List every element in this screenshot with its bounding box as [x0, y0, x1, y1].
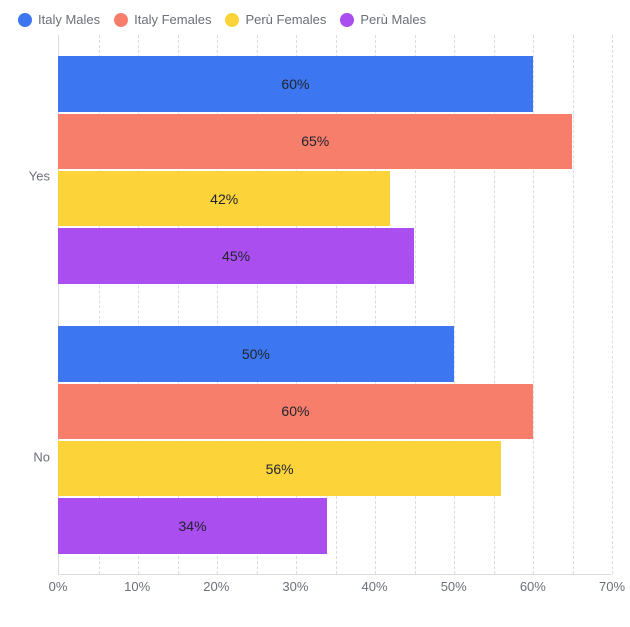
- legend-swatch-icon: [340, 13, 354, 27]
- bar-value-label: 34%: [179, 518, 207, 534]
- y-tick-label: Yes: [29, 168, 50, 183]
- plot-area: 60%65%42%45%50%60%56%34% 0%10%20%30%40%5…: [58, 35, 612, 597]
- plot-outer: Yes No 60% 65% 42% 45% 50% 60% 56% 34% 0% 10% 20% 3…: [10, 35, 612, 597]
- legend-label: Perù Males: [360, 12, 426, 27]
- bar-value-label: 50%: [242, 346, 270, 362]
- x-tick-label: 50%: [441, 579, 467, 594]
- chart-container: Italy Males Italy Females Perù Females Perù…: [0, 0, 630, 627]
- bar-value-label: 65%: [301, 133, 329, 149]
- legend: Italy Males Italy Females Perù Females Perù…: [10, 10, 612, 35]
- y-tick-label: No: [33, 449, 50, 464]
- bar-italy_males: 60%: [58, 56, 533, 111]
- x-tick-label: 30%: [282, 579, 308, 594]
- gridline: [612, 35, 613, 574]
- legend-label: Italy Females: [134, 12, 211, 27]
- legend-item-italy_males: Italy Males: [18, 12, 100, 27]
- legend-item-peru_males: Perù Males: [340, 12, 426, 27]
- bar-value-label: 56%: [266, 461, 294, 477]
- legend-item-italy_females: Italy Females: [114, 12, 211, 27]
- bar-value-label: 60%: [281, 403, 309, 419]
- bar-value-label: 42%: [210, 191, 238, 207]
- bar-value-label: 60%: [281, 76, 309, 92]
- legend-swatch-icon: [225, 13, 239, 27]
- x-tick-label: 20%: [203, 579, 229, 594]
- bar-value-label: 45%: [222, 248, 250, 264]
- y-axis-labels: Yes No: [10, 35, 58, 597]
- bars-layer: 60% 65% 42% 45% 50% 60% 56% 34%: [58, 35, 612, 575]
- x-tick-label: 70%: [599, 579, 625, 594]
- x-axis-ticks: 0%10%20%30%40%50%60%70%: [58, 575, 612, 597]
- x-tick-label: 60%: [520, 579, 546, 594]
- x-tick-label: 10%: [124, 579, 150, 594]
- bar-peru_females: 42%: [58, 171, 390, 226]
- legend-swatch-icon: [114, 13, 128, 27]
- legend-item-peru_females: Perù Females: [225, 12, 326, 27]
- legend-label: Italy Males: [38, 12, 100, 27]
- bar-italy_males: 50%: [58, 326, 454, 381]
- bar-peru_males: 34%: [58, 498, 327, 553]
- bar-peru_females: 56%: [58, 441, 501, 496]
- x-tick-label: 40%: [362, 579, 388, 594]
- bar-peru_males: 45%: [58, 228, 414, 283]
- bar-italy_females: 60%: [58, 384, 533, 439]
- legend-label: Perù Females: [245, 12, 326, 27]
- x-tick-label: 0%: [49, 579, 68, 594]
- legend-swatch-icon: [18, 13, 32, 27]
- bar-italy_females: 65%: [58, 114, 572, 169]
